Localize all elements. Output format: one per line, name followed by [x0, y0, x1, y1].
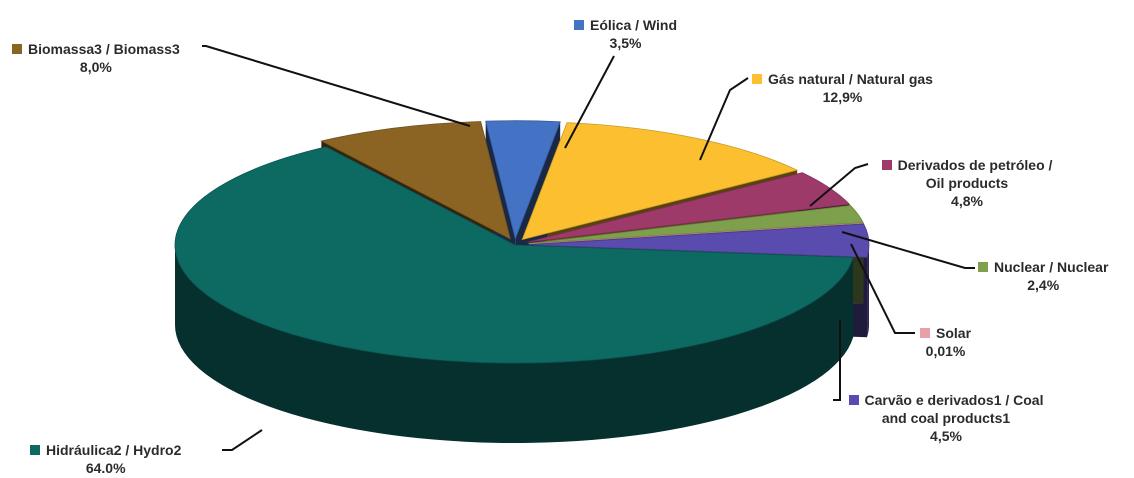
label-wind: Eólica / Wind 3,5% [574, 16, 677, 52]
legend-swatch-hydro [30, 445, 40, 455]
label-biomass-name: Biomassa3 / Biomass3 [28, 41, 180, 57]
label-coal: Carvão e derivados1 / Coal and coal prod… [835, 391, 1057, 445]
label-natural-gas-value: 12,9% [822, 89, 863, 105]
label-oil-products: Derivados de petróleo / Oil products 4,8… [872, 156, 1062, 210]
slice-biomass [320, 121, 511, 240]
leader-line-wind [564, 55, 615, 149]
label-coal-value: 4,5% [930, 428, 962, 444]
leader-line-hydro [222, 429, 263, 451]
legend-swatch-coal [848, 395, 859, 405]
label-coal-name: Carvão e derivados1 / Coal and coal prod… [864, 392, 1044, 426]
label-hydro: Hidráulica2 / Hydro2 64.0% [30, 441, 181, 477]
legend-swatch-wind [574, 20, 584, 30]
slice-side-coal [867, 244, 869, 338]
leader-line-biomass [202, 45, 471, 127]
legend-swatch-natural-gas [752, 74, 762, 84]
label-solar-value: 0,01% [925, 343, 966, 359]
label-oil-products-value: 4,8% [951, 193, 983, 209]
label-wind-name: Eólica / Wind [590, 17, 677, 33]
legend-swatch-oil-products [881, 160, 892, 170]
slice-oil-products [527, 172, 851, 243]
slice-wind [485, 120, 561, 241]
label-natural-gas: Gás natural / Natural gas 12,9% [752, 70, 933, 106]
slice-nuclear [528, 205, 864, 244]
slice-side-hydro [175, 245, 854, 444]
leader-line-solar [850, 243, 915, 334]
label-hydro-name: Hidráulica2 / Hydro2 [46, 442, 182, 458]
legend-swatch-nuclear [978, 262, 988, 272]
leader-line-natural-gas [699, 77, 749, 161]
label-nuclear-value: 2,4% [1027, 277, 1060, 293]
legend-swatch-solar [920, 328, 930, 338]
label-oil-products-name: Derivados de petróleo / Oil products [897, 157, 1053, 191]
label-solar: Solar 0,01% [920, 324, 971, 360]
label-biomass-value: 8,0% [79, 59, 112, 75]
label-natural-gas-name: Gás natural / Natural gas [768, 71, 933, 87]
label-solar-name: Solar [936, 325, 972, 341]
label-hydro-value: 64.0% [85, 460, 126, 476]
label-biomass: Biomassa3 / Biomass3 8,0% [12, 40, 180, 76]
label-nuclear: Nuclear / Nuclear 2,4% [978, 258, 1108, 294]
legend-swatch-biomass [12, 44, 22, 54]
label-nuclear-name: Nuclear / Nuclear [994, 259, 1109, 275]
slice-hydro [174, 146, 854, 364]
label-wind-value: 3,5% [609, 35, 642, 51]
leader-line-nuclear [841, 231, 975, 269]
slice-solar [528, 222, 865, 245]
leader-line-oil-products [809, 163, 869, 207]
slice-natural-gas [521, 122, 799, 241]
leader-line-coal [833, 320, 841, 401]
